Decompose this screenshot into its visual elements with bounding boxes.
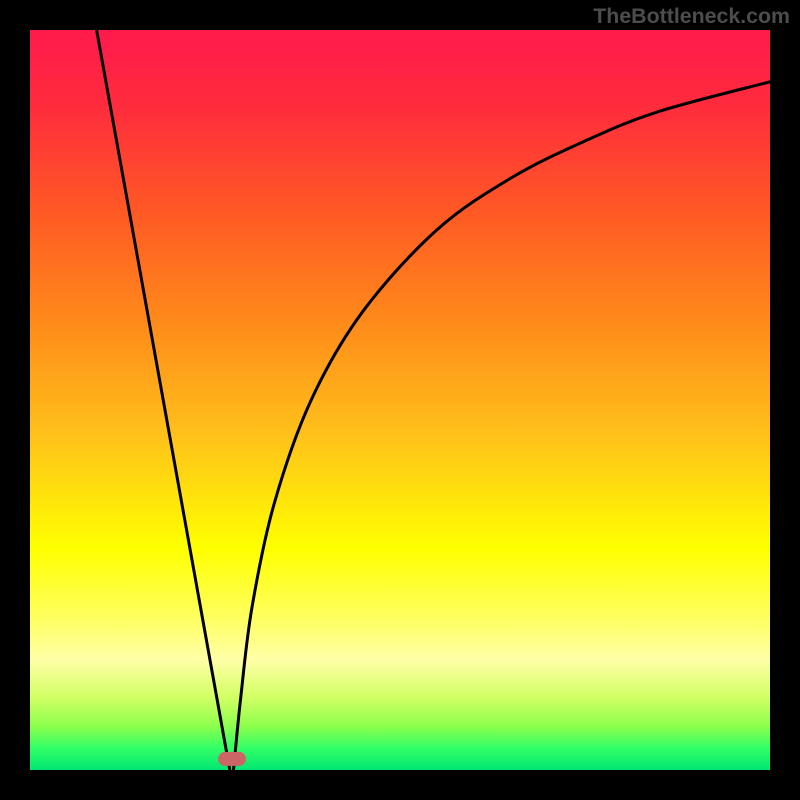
plot-background	[30, 30, 770, 770]
chart-frame: TheBottleneck.com	[0, 0, 800, 800]
watermark-text: TheBottleneck.com	[593, 4, 790, 29]
notch-marker	[218, 752, 246, 766]
bottleneck-chart	[0, 0, 800, 800]
